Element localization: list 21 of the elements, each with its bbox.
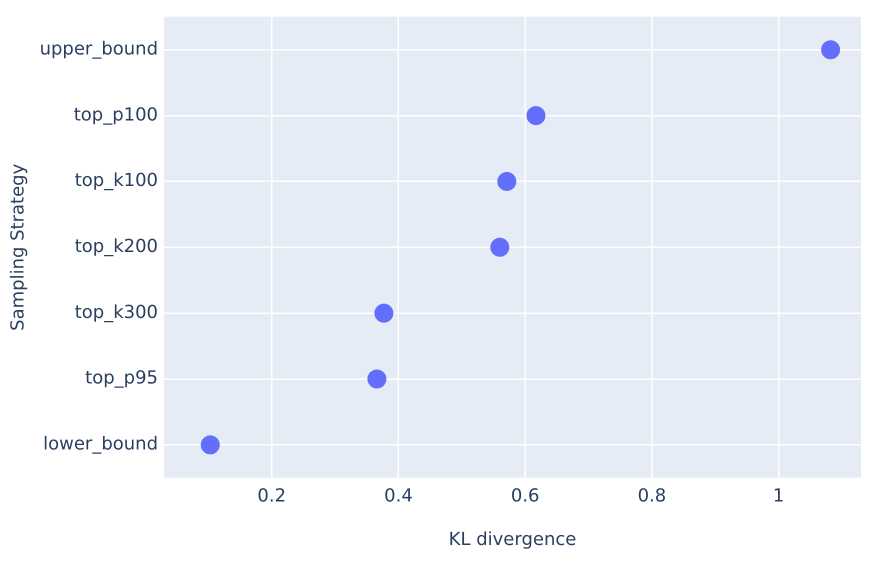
y-tick-label: top_p95: [85, 368, 158, 389]
x-tick-label: 0.2: [257, 485, 286, 506]
x-axis-title: KL divergence: [448, 528, 576, 550]
y-tick-label: lower_bound: [43, 434, 158, 455]
y-tick-label: top_k100: [74, 170, 158, 192]
y-tick-label: top_k300: [74, 302, 158, 323]
point: [367, 370, 386, 389]
y-axis-title: Sampling Strategy: [7, 163, 28, 331]
y-tick-label: upper_bound: [40, 38, 158, 60]
x-tick-label: 0.8: [638, 485, 666, 506]
x-tick-label: 0.4: [384, 485, 413, 506]
point: [821, 40, 840, 60]
point: [200, 435, 220, 454]
y-tick-label: top_p100: [74, 104, 158, 126]
point: [497, 172, 516, 191]
point: [526, 106, 546, 126]
x-tick-label: 0.6: [510, 485, 540, 506]
point: [490, 238, 510, 257]
point: [374, 304, 394, 323]
x-tick-label: 1: [772, 485, 784, 506]
y-tick-label: top_k200: [74, 236, 158, 257]
